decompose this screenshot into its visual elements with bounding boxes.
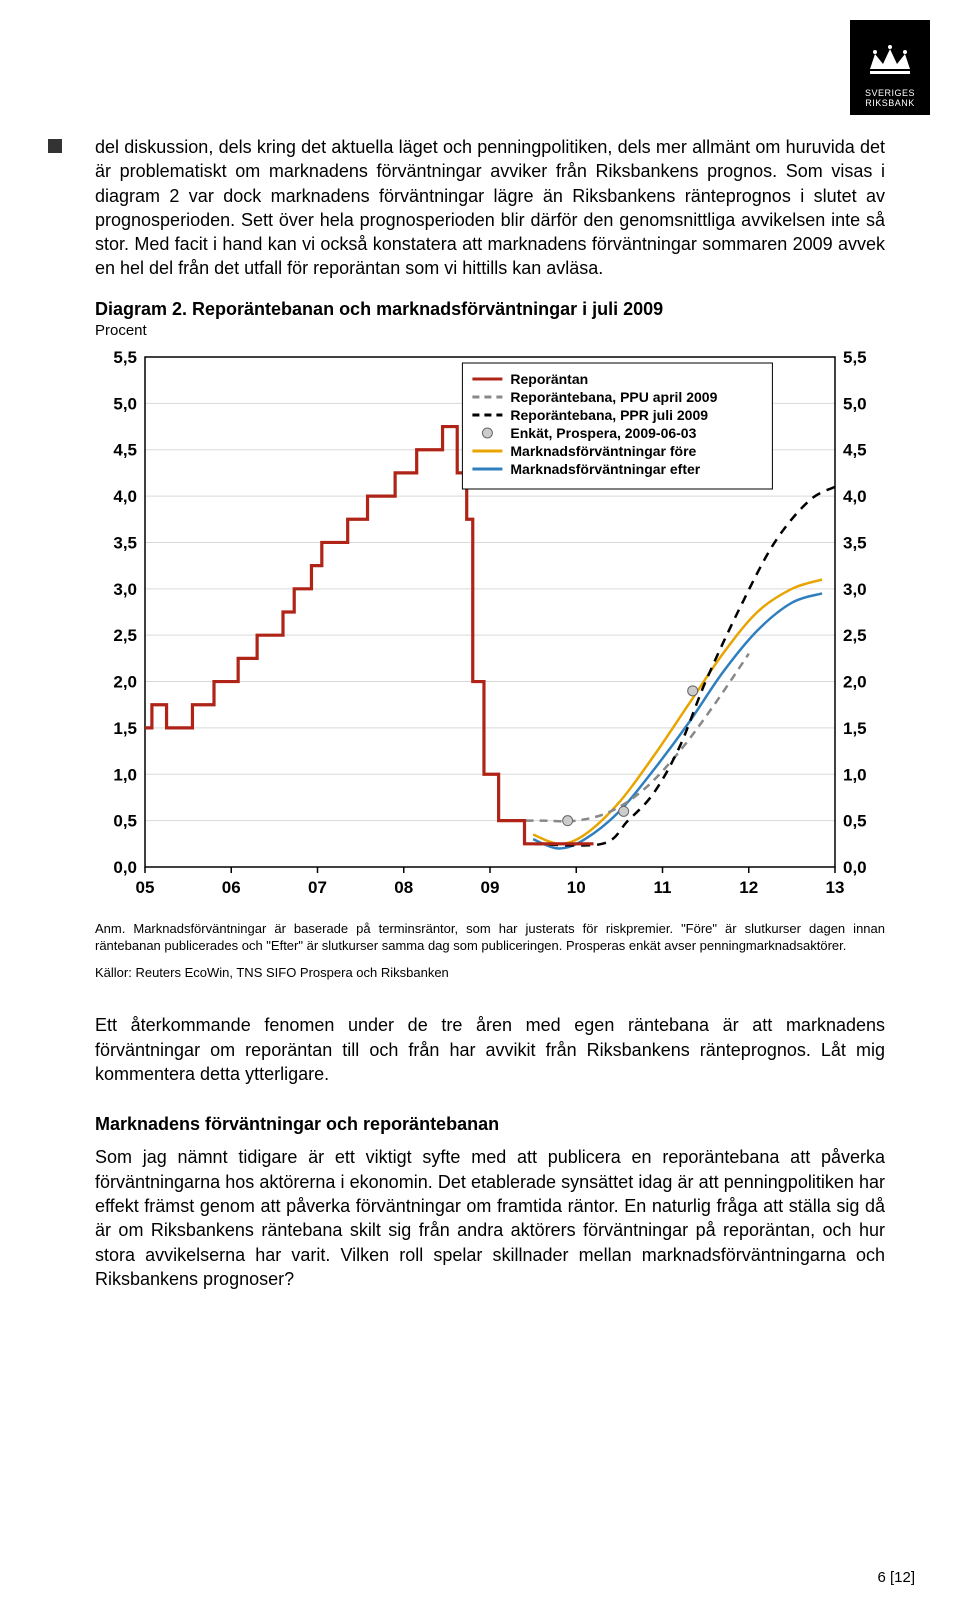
svg-text:3,0: 3,0 — [843, 580, 867, 599]
section-heading: Marknadens förväntningar och reporänteba… — [95, 1114, 885, 1135]
logo-line1: SVERIGES — [865, 88, 915, 98]
svg-text:5,0: 5,0 — [113, 394, 137, 413]
svg-text:1,0: 1,0 — [843, 765, 867, 784]
paragraph-1: del diskussion, dels kring det aktuella … — [95, 135, 885, 281]
svg-text:5,0: 5,0 — [843, 394, 867, 413]
svg-text:09: 09 — [481, 878, 500, 897]
svg-text:4,5: 4,5 — [113, 441, 137, 460]
svg-text:08: 08 — [394, 878, 413, 897]
svg-text:Reporäntebana, PPU april 2009: Reporäntebana, PPU april 2009 — [510, 389, 717, 405]
svg-text:3,0: 3,0 — [113, 580, 137, 599]
svg-text:Reporäntebana, PPR juli 2009: Reporäntebana, PPR juli 2009 — [510, 407, 708, 423]
paragraph-2: Ett återkommande fenomen under de tre år… — [95, 1013, 885, 1086]
main-content: del diskussion, dels kring det aktuella … — [95, 135, 885, 1309]
svg-text:2,0: 2,0 — [113, 672, 137, 691]
chart-note: Anm. Marknadsförväntningar är baserade p… — [95, 921, 885, 955]
svg-text:2,5: 2,5 — [843, 626, 867, 645]
svg-text:2,0: 2,0 — [843, 672, 867, 691]
chart-svg: 5,5 5,5 5,0 5,0 4,5 4,5 4,0 4,0 3,5 3,5 3,0 3,0 2,5 2… — [95, 347, 885, 907]
logo-line2: RIKSBANK — [865, 98, 915, 108]
svg-text:06: 06 — [222, 878, 241, 897]
chart-subtitle: Procent — [95, 322, 885, 339]
svg-text:07: 07 — [308, 878, 327, 897]
svg-text:13: 13 — [826, 878, 845, 897]
svg-text:Enkät, Prospera, 2009-06-03: Enkät, Prospera, 2009-06-03 — [510, 425, 696, 441]
chart-title: Diagram 2. Reporäntebanan och marknadsfö… — [95, 299, 885, 320]
svg-text:Marknadsförväntningar efter: Marknadsförväntningar efter — [510, 461, 700, 477]
svg-text:2,5: 2,5 — [113, 626, 137, 645]
svg-text:0,5: 0,5 — [113, 811, 137, 830]
paragraph-3: Som jag nämnt tidigare är ett viktigt sy… — [95, 1145, 885, 1291]
svg-text:4,0: 4,0 — [113, 487, 137, 506]
svg-text:0,0: 0,0 — [113, 858, 137, 877]
svg-text:1,5: 1,5 — [843, 719, 867, 738]
svg-text:Reporäntan: Reporäntan — [510, 371, 588, 387]
svg-text:5,5: 5,5 — [113, 348, 137, 367]
chart-sources: Källor: Reuters EcoWin, TNS SIFO Prosper… — [95, 965, 885, 982]
bullet-marker — [48, 139, 62, 153]
svg-text:4,5: 4,5 — [843, 441, 867, 460]
svg-text:12: 12 — [739, 878, 758, 897]
svg-text:11: 11 — [654, 878, 672, 897]
svg-text:Marknadsförväntningar före: Marknadsförväntningar före — [510, 443, 696, 459]
svg-text:1,5: 1,5 — [113, 719, 137, 738]
svg-text:3,5: 3,5 — [113, 533, 137, 552]
logo-text: SVERIGES RIKSBANK — [865, 89, 915, 109]
svg-text:3,5: 3,5 — [843, 533, 867, 552]
crown-icon — [865, 39, 915, 79]
svg-text:4,0: 4,0 — [843, 487, 867, 506]
svg-text:0,5: 0,5 — [843, 811, 867, 830]
riksbank-logo: SVERIGES RIKSBANK — [850, 20, 930, 115]
svg-text:5,5: 5,5 — [843, 348, 867, 367]
page-number: 6 [12] — [877, 1569, 915, 1586]
svg-text:05: 05 — [136, 878, 155, 897]
svg-text:1,0: 1,0 — [113, 765, 137, 784]
svg-text:0,0: 0,0 — [843, 858, 867, 877]
chart-diagram-2: 5,5 5,5 5,0 5,0 4,5 4,5 4,0 4,0 3,5 3,5 3,0 3,0 2,5 2… — [95, 347, 885, 907]
svg-text:10: 10 — [567, 878, 586, 897]
